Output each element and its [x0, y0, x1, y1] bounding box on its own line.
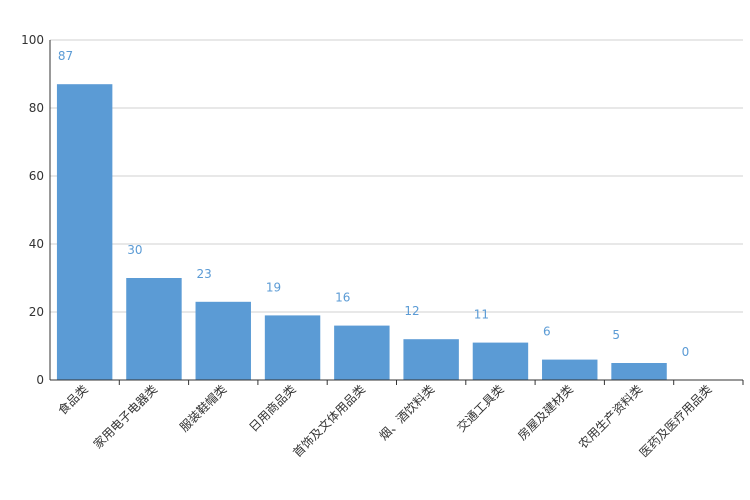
bar	[611, 363, 667, 380]
y-tick-label: 100	[21, 33, 44, 47]
data-label: 16	[335, 291, 350, 305]
bars	[56, 84, 667, 380]
x-category-label: 食品类	[55, 382, 91, 418]
data-label: 87	[58, 49, 73, 63]
x-category-label: 房屋及建材类	[514, 382, 576, 444]
bar	[56, 84, 113, 380]
x-category-label: 家用电子电器类	[90, 382, 160, 452]
bar	[264, 315, 321, 380]
x-category-label: 首饰及文体用品类	[289, 382, 367, 460]
data-label: 30	[127, 243, 142, 257]
data-label: 5	[612, 328, 620, 342]
data-label: 0	[682, 345, 690, 359]
data-label: 19	[266, 280, 281, 294]
y-axis-tick-labels: 0 20 40 60 80 100	[21, 33, 44, 387]
bar	[472, 342, 529, 380]
y-tick-label: 0	[36, 373, 44, 387]
x-category-label: 交通工具类	[454, 382, 507, 435]
data-label: 12	[404, 304, 419, 318]
bar	[334, 325, 390, 380]
x-category-label: 烟、酒饮料类	[376, 382, 437, 443]
grid-lines	[50, 39, 743, 313]
data-label: 6	[543, 325, 551, 339]
data-label: 11	[474, 308, 489, 322]
bar	[195, 301, 251, 380]
data-label: 23	[197, 267, 212, 281]
x-category-label: 服装鞋帽类	[176, 382, 229, 435]
x-category-label: 医药及医疗用品类	[637, 382, 715, 460]
x-axis-category-labels: 食品类 家用电子电器类 服装鞋帽类 日用商品类首饰及文体用品类 烟、酒饮料类 交通工具类房…	[55, 382, 715, 460]
y-tick-label: 20	[29, 305, 44, 319]
y-tick-label: 80	[29, 101, 44, 115]
bar	[126, 278, 182, 380]
bar	[403, 339, 459, 380]
axes	[49, 40, 744, 385]
x-category-label: 农用生产资料类	[576, 382, 645, 451]
y-tick-label: 40	[29, 237, 44, 251]
x-category-label: 日用商品类	[246, 382, 299, 435]
y-tick-label: 60	[29, 169, 44, 183]
data-labels: 87 30 23 19 16 12 11 6 5 0	[58, 49, 689, 359]
bar	[542, 359, 598, 380]
